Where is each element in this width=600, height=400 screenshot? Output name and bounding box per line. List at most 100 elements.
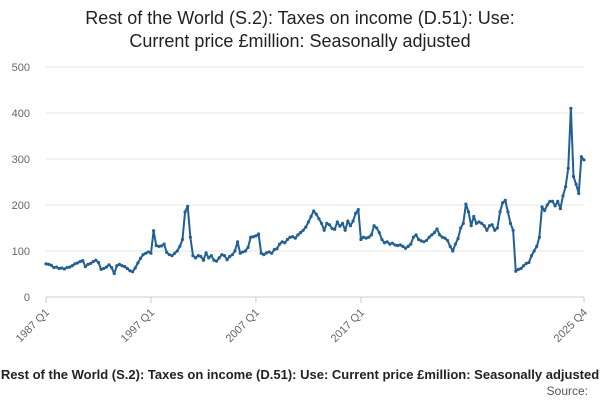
data-point xyxy=(327,223,332,227)
data-point xyxy=(133,266,137,270)
data-point xyxy=(94,258,98,262)
data-point xyxy=(209,254,213,258)
data-point xyxy=(220,253,224,257)
data-point xyxy=(162,242,166,246)
data-point xyxy=(414,233,418,237)
data-point xyxy=(333,227,337,231)
data-point xyxy=(566,166,570,170)
data-point xyxy=(277,242,282,246)
data-point xyxy=(44,262,48,266)
data-point xyxy=(317,217,321,221)
data-point xyxy=(254,234,258,238)
y-tick-label: 100 xyxy=(12,246,30,258)
data-point xyxy=(448,244,452,248)
x-tick-label: 2017 Q1 xyxy=(329,307,367,345)
data-point xyxy=(424,238,429,243)
data-point xyxy=(464,202,468,206)
data-point xyxy=(398,243,402,247)
data-point xyxy=(230,253,234,257)
data-point xyxy=(175,249,179,253)
data-point xyxy=(359,237,363,242)
data-point xyxy=(354,211,358,215)
data-point xyxy=(89,261,93,266)
y-tick-label: 0 xyxy=(24,292,30,304)
data-point xyxy=(304,225,308,229)
data-point xyxy=(388,242,392,246)
data-point xyxy=(99,267,103,271)
data-point xyxy=(81,259,85,263)
data-point xyxy=(306,220,311,224)
data-point xyxy=(110,265,114,270)
data-point xyxy=(201,258,206,262)
data-point xyxy=(382,241,387,245)
data-point xyxy=(485,228,489,232)
data-point xyxy=(548,199,552,203)
data-point xyxy=(435,227,439,231)
data-point xyxy=(553,204,557,208)
x-tick-label: 1987 Q1 xyxy=(14,307,52,345)
data-point xyxy=(346,219,350,223)
data-point xyxy=(459,226,463,230)
data-point xyxy=(272,248,276,252)
gridlines xyxy=(46,66,584,252)
data-point xyxy=(406,244,410,248)
data-point xyxy=(293,236,297,240)
data-point xyxy=(91,259,95,264)
data-point xyxy=(270,251,274,255)
data-point xyxy=(427,235,431,239)
data-point xyxy=(296,233,300,237)
data-point xyxy=(83,265,87,269)
data-point xyxy=(338,224,342,228)
data-point xyxy=(430,233,434,237)
data-point xyxy=(532,249,536,253)
data-point xyxy=(157,244,161,248)
data-point xyxy=(540,205,544,209)
data-point xyxy=(367,235,371,239)
data-point xyxy=(172,251,177,255)
data-point xyxy=(340,221,345,225)
data-point xyxy=(283,241,287,245)
data-point xyxy=(335,220,339,224)
data-point xyxy=(170,254,174,258)
data-point xyxy=(550,199,555,203)
data-point xyxy=(49,263,53,267)
data-point xyxy=(409,242,413,246)
data-point xyxy=(280,240,284,244)
data-point xyxy=(165,250,169,254)
data-point xyxy=(167,253,171,257)
data-point xyxy=(251,235,255,239)
data-point xyxy=(267,250,271,254)
series-path xyxy=(45,107,585,275)
data-point xyxy=(60,266,64,270)
y-tick-label: 400 xyxy=(12,108,30,120)
data-point xyxy=(369,233,374,237)
data-point xyxy=(411,235,416,239)
data-point xyxy=(529,254,534,258)
data-point xyxy=(57,266,61,271)
data-point xyxy=(243,249,248,253)
data-point xyxy=(301,228,305,232)
chart-title-line-1: Rest of the World (S.2): Taxes on income… xyxy=(85,8,515,28)
data-point xyxy=(107,263,111,267)
data-point xyxy=(571,174,576,179)
data-point xyxy=(264,251,269,255)
data-point xyxy=(537,235,541,239)
data-point xyxy=(312,209,316,213)
data-point xyxy=(356,208,360,212)
data-point xyxy=(561,194,565,198)
data-point xyxy=(401,244,405,248)
data-point xyxy=(204,251,208,255)
data-point xyxy=(506,210,510,214)
data-point xyxy=(180,237,185,242)
data-point xyxy=(322,228,326,232)
data-point xyxy=(104,265,108,269)
data-point xyxy=(558,207,562,211)
data-point xyxy=(403,246,408,250)
data-point xyxy=(102,266,106,271)
data-point xyxy=(319,221,324,225)
data-point xyxy=(146,250,150,254)
data-point xyxy=(466,210,471,214)
data-point xyxy=(233,249,237,253)
data-point xyxy=(535,244,539,248)
